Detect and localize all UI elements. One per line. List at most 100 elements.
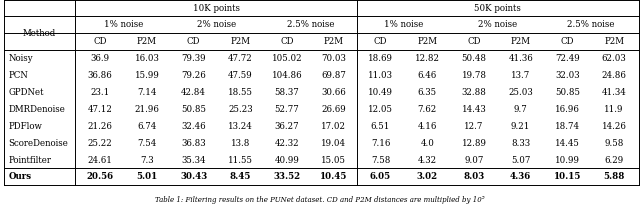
Text: 12.89: 12.89 — [461, 139, 486, 148]
Text: Pointfilter: Pointfilter — [8, 156, 51, 165]
Text: 1% noise: 1% noise — [384, 20, 424, 29]
Text: 7.54: 7.54 — [137, 139, 157, 148]
Text: 36.9: 36.9 — [91, 54, 109, 63]
Text: 21.26: 21.26 — [88, 122, 113, 131]
Text: 10.99: 10.99 — [555, 156, 580, 165]
Text: 15.99: 15.99 — [134, 71, 159, 80]
Text: Table 1: Filtering results on the PUNet dataset. CD and P2M distances are multip: Table 1: Filtering results on the PUNet … — [156, 196, 484, 204]
Text: 3.02: 3.02 — [417, 172, 438, 181]
Text: PDFlow: PDFlow — [8, 122, 42, 131]
Text: 9.07: 9.07 — [464, 156, 484, 165]
Text: 24.61: 24.61 — [88, 156, 113, 165]
Text: 4.36: 4.36 — [510, 172, 531, 181]
Text: 36.83: 36.83 — [181, 139, 206, 148]
Text: Method: Method — [22, 29, 56, 38]
Text: 21.96: 21.96 — [134, 105, 159, 114]
Text: 17.02: 17.02 — [321, 122, 346, 131]
Text: CD: CD — [561, 37, 574, 46]
Text: CD: CD — [93, 37, 107, 46]
Text: 62.03: 62.03 — [602, 54, 627, 63]
Text: 19.78: 19.78 — [461, 71, 486, 80]
Text: 10K points: 10K points — [193, 4, 241, 13]
Text: 72.49: 72.49 — [555, 54, 580, 63]
Text: 10.49: 10.49 — [368, 88, 393, 97]
Text: 6.74: 6.74 — [137, 122, 157, 131]
Text: 58.37: 58.37 — [275, 88, 300, 97]
Text: 50.48: 50.48 — [461, 54, 486, 63]
Text: 6.46: 6.46 — [417, 71, 437, 80]
Text: CD: CD — [280, 37, 294, 46]
Text: 30.66: 30.66 — [321, 88, 346, 97]
Text: 18.69: 18.69 — [368, 54, 393, 63]
Text: 14.45: 14.45 — [555, 139, 580, 148]
Text: 32.88: 32.88 — [461, 88, 486, 97]
Text: 32.46: 32.46 — [181, 122, 206, 131]
Text: 41.34: 41.34 — [602, 88, 627, 97]
Text: 50.85: 50.85 — [555, 88, 580, 97]
Text: 4.16: 4.16 — [417, 122, 437, 131]
Text: 6.51: 6.51 — [371, 122, 390, 131]
Text: 69.87: 69.87 — [321, 71, 346, 80]
Text: 2.5% noise: 2.5% noise — [567, 20, 614, 29]
Text: 18.55: 18.55 — [228, 88, 253, 97]
Text: 36.27: 36.27 — [275, 122, 300, 131]
Text: 9.21: 9.21 — [511, 122, 531, 131]
Text: P2M: P2M — [137, 37, 157, 46]
Text: Ours: Ours — [8, 172, 31, 181]
Text: 50.85: 50.85 — [181, 105, 206, 114]
Text: 7.62: 7.62 — [417, 105, 437, 114]
Text: P2M: P2M — [511, 37, 531, 46]
Text: CD: CD — [467, 37, 481, 46]
Text: 33.52: 33.52 — [273, 172, 301, 181]
Text: 52.77: 52.77 — [275, 105, 300, 114]
Text: 12.05: 12.05 — [368, 105, 393, 114]
Text: 7.16: 7.16 — [371, 139, 390, 148]
Text: 9.58: 9.58 — [604, 139, 624, 148]
Text: 70.03: 70.03 — [321, 54, 346, 63]
Text: P2M: P2M — [417, 37, 437, 46]
Text: 10.45: 10.45 — [320, 172, 348, 181]
Text: 4.32: 4.32 — [418, 156, 436, 165]
Text: 79.26: 79.26 — [181, 71, 206, 80]
Text: 42.84: 42.84 — [181, 88, 206, 97]
Text: 12.82: 12.82 — [415, 54, 440, 63]
Text: 41.36: 41.36 — [508, 54, 533, 63]
Text: 8.03: 8.03 — [463, 172, 484, 181]
Text: 1% noise: 1% noise — [104, 20, 143, 29]
Text: 10.15: 10.15 — [554, 172, 581, 181]
Text: 24.86: 24.86 — [602, 71, 627, 80]
Text: 7.14: 7.14 — [137, 88, 157, 97]
Text: 20.56: 20.56 — [86, 172, 114, 181]
Text: 40.99: 40.99 — [275, 156, 300, 165]
Text: 8.45: 8.45 — [230, 172, 251, 181]
Text: 47.59: 47.59 — [228, 71, 253, 80]
Text: 7.3: 7.3 — [140, 156, 154, 165]
Text: PCN: PCN — [8, 71, 28, 80]
Text: 11.9: 11.9 — [604, 105, 624, 114]
Text: P2M: P2M — [230, 37, 250, 46]
Text: 2% noise: 2% noise — [197, 20, 237, 29]
Text: 25.23: 25.23 — [228, 105, 253, 114]
Text: Noisy: Noisy — [8, 54, 33, 63]
Text: 12.7: 12.7 — [464, 122, 484, 131]
Text: GPDNet: GPDNet — [8, 88, 44, 97]
Text: 6.35: 6.35 — [418, 88, 436, 97]
Text: 2% noise: 2% noise — [477, 20, 517, 29]
Text: 25.22: 25.22 — [88, 139, 113, 148]
Text: 14.26: 14.26 — [602, 122, 627, 131]
Text: 6.29: 6.29 — [604, 156, 624, 165]
Text: 26.69: 26.69 — [321, 105, 346, 114]
Text: 50K points: 50K points — [474, 4, 521, 13]
Text: 36.86: 36.86 — [88, 71, 113, 80]
Text: 47.12: 47.12 — [88, 105, 113, 114]
Text: 32.03: 32.03 — [555, 71, 580, 80]
Text: CD: CD — [374, 37, 387, 46]
Text: P2M: P2M — [604, 37, 624, 46]
Text: 5.88: 5.88 — [604, 172, 625, 181]
Text: 30.43: 30.43 — [180, 172, 207, 181]
Text: 9.7: 9.7 — [514, 105, 527, 114]
Text: ScoreDenoise: ScoreDenoise — [8, 139, 68, 148]
Text: 6.05: 6.05 — [370, 172, 391, 181]
Text: 4.0: 4.0 — [420, 139, 434, 148]
Text: 105.02: 105.02 — [272, 54, 302, 63]
